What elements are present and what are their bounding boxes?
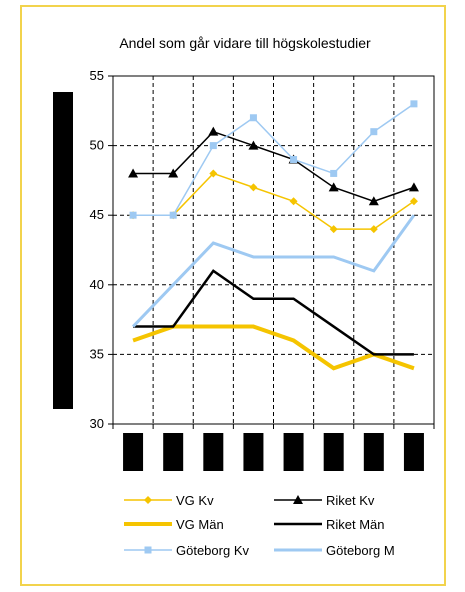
legend-item: VG Kv [124,493,214,508]
legend-label: VG Män [176,517,224,532]
point-marker [369,225,378,234]
point-marker [168,168,179,178]
legend-item: Göteborg M [274,543,395,558]
point-marker [144,496,152,504]
series-line [132,324,415,371]
point-marker [129,211,137,219]
point-marker [329,225,338,234]
y-tick-label: 40 [90,277,104,292]
legend-item: Riket Kv [274,493,375,508]
legend-label: VG Kv [176,493,214,508]
point-marker [330,169,338,177]
grid [108,75,435,429]
legend-item: VG Män [124,517,224,532]
y-tick-labels: 30 35 40 45 50 55 [90,68,104,431]
point-marker [208,126,219,136]
y-tick-label: 45 [90,207,104,222]
point-marker [368,196,379,206]
point-marker [408,182,419,192]
series-g-teborg-kv [129,100,418,219]
point-marker [328,182,339,192]
chart-title: Andel som går vidare till högskolestudie… [119,35,371,51]
series-vg-m-n [132,324,415,371]
series-g-teborg-m [131,214,416,328]
point-marker [410,100,418,108]
x-tick-label-block [323,433,344,471]
y-tick-label: 35 [90,346,104,361]
legend-label: Riket Kv [326,493,375,508]
point-marker [209,169,218,178]
point-marker [289,197,298,206]
y-tick-label: 30 [90,416,104,431]
point-marker [209,142,217,150]
series-riket-m-n [133,269,414,356]
series-line [133,130,415,203]
x-tick-label-block [363,433,384,471]
legend: VG Kv Riket Kv VG Män Riket Män Göteborg Kv G… [124,493,395,558]
y-axis-label-block [53,92,73,409]
legend-item: Göteborg Kv [124,543,249,558]
point-marker [409,197,418,206]
point-marker [370,128,378,136]
x-tick-label-block [123,433,144,471]
series-line [133,103,415,216]
x-tick-label-block [203,433,224,471]
point-marker [249,114,257,122]
point-marker [249,183,258,192]
series-group [128,100,419,371]
point-marker [169,211,177,219]
y-tick-label: 50 [90,138,104,153]
y-tick-label: 55 [90,68,104,83]
point-marker [293,495,303,504]
legend-item: Riket Män [274,517,385,532]
x-tick-label-blocks [123,433,424,471]
legend-label: Riket Män [326,517,385,532]
x-tick-label-block [403,433,424,471]
legend-label: Göteborg Kv [176,543,249,558]
series-line [131,214,416,328]
x-tick-label-block [163,433,184,471]
point-marker [248,140,259,150]
legend-label: Göteborg M [326,543,395,558]
point-marker [144,546,152,554]
point-marker [290,156,298,164]
series-line [133,269,414,356]
series-line [133,172,415,230]
x-tick-label-block [283,433,304,471]
x-tick-label-block [243,433,264,471]
point-marker [128,168,139,178]
